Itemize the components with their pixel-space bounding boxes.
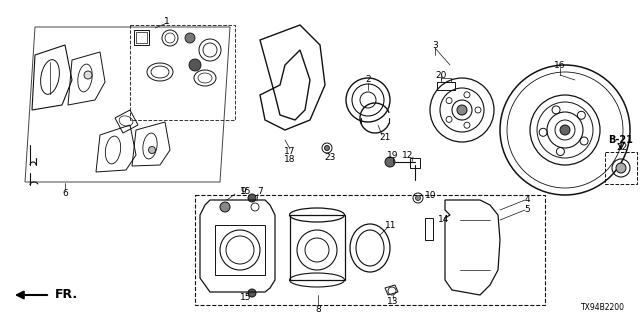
Circle shape bbox=[324, 146, 330, 150]
Text: 11: 11 bbox=[385, 220, 397, 229]
Text: 15: 15 bbox=[240, 293, 252, 302]
Bar bbox=[605, 152, 637, 184]
Bar bbox=[136, 32, 147, 43]
Bar bbox=[441, 78, 451, 82]
Text: 13: 13 bbox=[387, 298, 399, 307]
Circle shape bbox=[385, 157, 395, 167]
Circle shape bbox=[185, 33, 195, 43]
Bar bbox=[130, 25, 235, 120]
Text: 15: 15 bbox=[240, 188, 252, 196]
Text: B-21: B-21 bbox=[609, 135, 634, 145]
Text: 1: 1 bbox=[164, 17, 170, 26]
Text: 20: 20 bbox=[435, 71, 447, 81]
Circle shape bbox=[84, 71, 92, 79]
Text: 17: 17 bbox=[284, 148, 296, 156]
Text: 10: 10 bbox=[425, 190, 436, 199]
Bar bbox=[290, 215, 345, 280]
Text: FR.: FR. bbox=[55, 289, 78, 301]
Text: 14: 14 bbox=[438, 215, 449, 225]
Circle shape bbox=[148, 147, 156, 154]
Text: 18: 18 bbox=[284, 156, 296, 164]
Text: TX94B2200: TX94B2200 bbox=[581, 303, 625, 313]
Circle shape bbox=[220, 202, 230, 212]
Text: 3: 3 bbox=[432, 41, 438, 50]
Circle shape bbox=[248, 289, 256, 297]
Text: 21: 21 bbox=[380, 133, 390, 142]
Circle shape bbox=[248, 194, 256, 202]
Text: 7: 7 bbox=[257, 188, 263, 196]
Text: 9: 9 bbox=[240, 188, 246, 196]
Circle shape bbox=[616, 163, 626, 173]
Text: 23: 23 bbox=[324, 154, 336, 163]
Text: 5: 5 bbox=[524, 205, 530, 214]
Bar bbox=[410, 158, 420, 168]
Bar bbox=[134, 30, 149, 45]
Text: 16: 16 bbox=[554, 60, 566, 69]
Circle shape bbox=[457, 105, 467, 115]
Bar bbox=[195, 195, 545, 305]
Text: 2: 2 bbox=[365, 76, 371, 84]
Circle shape bbox=[560, 125, 570, 135]
Text: 19: 19 bbox=[387, 150, 399, 159]
Text: 22: 22 bbox=[616, 143, 628, 153]
Bar bbox=[425, 218, 433, 240]
Text: 6: 6 bbox=[62, 188, 68, 197]
Circle shape bbox=[415, 196, 420, 201]
Circle shape bbox=[189, 59, 201, 71]
Bar bbox=[215, 225, 265, 275]
Bar bbox=[437, 82, 455, 90]
Text: 8: 8 bbox=[315, 306, 321, 315]
Text: 12: 12 bbox=[402, 150, 413, 159]
Text: 4: 4 bbox=[524, 196, 530, 204]
